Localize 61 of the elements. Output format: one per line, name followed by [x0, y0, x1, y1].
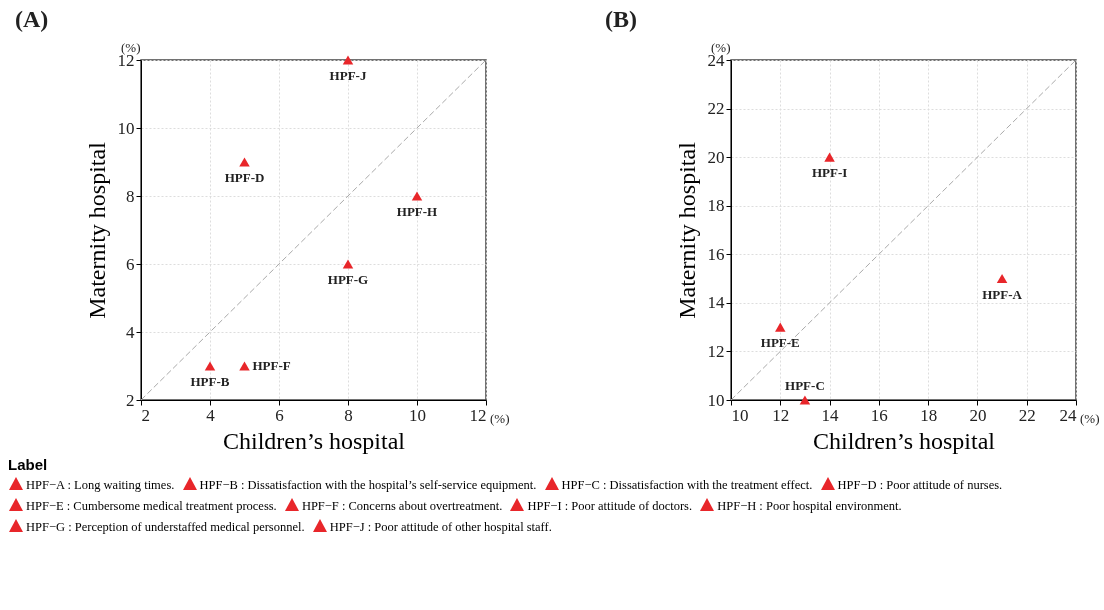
- x-tick-label: 12: [469, 405, 487, 425]
- x-tick-label: 14: [821, 405, 840, 425]
- annotation: HPF-G: [327, 272, 369, 287]
- text: (%): [1080, 411, 1100, 426]
- x-axis-title: Children’s hospital: [223, 427, 406, 454]
- annotation: HPF-D: [224, 170, 265, 185]
- annotation: HPF-J: [329, 68, 367, 83]
- x-tick-label: 24: [1059, 405, 1077, 425]
- text: HPF−F : Concerns about overtreatment.: [300, 499, 503, 513]
- text: (%): [490, 411, 510, 426]
- text: HPF−A : Long waiting times.: [25, 478, 175, 492]
- chart-title: (B): [605, 6, 637, 32]
- point: [239, 361, 250, 371]
- y-tick-label: 8: [126, 186, 135, 206]
- text: HPF−D : Poor attitude of nurses.: [836, 478, 1003, 492]
- annotation: HPF-E: [760, 335, 800, 351]
- x-tick-label: 6: [275, 405, 284, 425]
- annotation: HPF-A: [982, 286, 1023, 302]
- annotation: HPF-I: [811, 165, 848, 181]
- y-axis-title: Maternity hospital: [673, 141, 700, 319]
- annotation: HPF-C: [785, 378, 825, 393]
- annotation: HPF-H: [396, 204, 438, 219]
- y-tick-label: 22: [707, 99, 725, 119]
- x-tick-label: 22: [1018, 405, 1036, 425]
- x-tick-label: 18: [920, 405, 938, 425]
- point: [239, 157, 250, 167]
- annotation: HPF-B: [190, 374, 230, 389]
- point: [411, 191, 423, 201]
- text: HPF−E : Cumbersome medical treatment process.: [25, 499, 277, 513]
- y-tick-label: 10: [707, 390, 725, 410]
- x-tick-label: 2: [141, 405, 150, 425]
- x-tick-label: 8: [344, 405, 353, 425]
- text: HPF−H : Poor hospital environment.: [716, 499, 902, 513]
- x-tick-label: 16: [870, 405, 888, 425]
- x-axis-title: Children’s hospital: [813, 427, 996, 454]
- y-axis-title: Maternity hospital: [83, 141, 110, 319]
- y-tick-label: 10: [117, 118, 135, 138]
- x-tick-label: 10: [731, 405, 749, 425]
- x-tick-label: 12: [772, 405, 790, 425]
- y-tick-label: 12: [707, 341, 725, 361]
- text: HPF−B : Dissatisfaction with the hospital’s self-service equipment.: [198, 478, 537, 492]
- point: [342, 55, 354, 65]
- x-tick-label: 4: [206, 405, 216, 425]
- text: HPF−G : Perception of understaffed medical personnel.: [25, 520, 305, 534]
- x-tick-label: 20: [969, 405, 987, 425]
- y-tick-label: 16: [707, 244, 725, 264]
- text: HPF−I : Poor attitude of doctors.: [526, 499, 693, 513]
- y-tick-label: 20: [707, 147, 725, 167]
- point: [342, 259, 354, 269]
- y-tick-label: 4: [126, 322, 135, 342]
- y-tick-label: 18: [707, 196, 725, 216]
- text: Label: [8, 455, 49, 475]
- y-tick-label: 14: [707, 293, 725, 313]
- chart-title: (A): [15, 6, 49, 32]
- text: HPF−C : Dissatisfaction with the treatment effect.: [560, 478, 813, 492]
- y-tick-label: 6: [126, 254, 135, 274]
- x-tick-label: 10: [409, 405, 426, 425]
- annotation: HPF-F: [252, 358, 291, 373]
- point: [204, 361, 216, 371]
- y-tick-label: 2: [126, 390, 135, 410]
- text: HPF−J : Poor attitude of other hospital staff.: [328, 520, 552, 534]
